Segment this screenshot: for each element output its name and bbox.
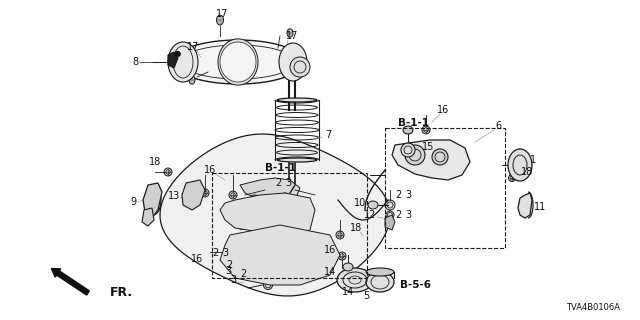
Ellipse shape — [509, 174, 515, 181]
Bar — [212, 173, 367, 278]
Text: 9: 9 — [130, 197, 136, 207]
Ellipse shape — [248, 252, 258, 262]
Polygon shape — [392, 140, 470, 180]
Ellipse shape — [250, 235, 260, 245]
Text: 3: 3 — [222, 248, 228, 258]
Text: 1: 1 — [530, 155, 536, 165]
Ellipse shape — [305, 245, 315, 255]
Ellipse shape — [290, 215, 300, 225]
Ellipse shape — [260, 255, 270, 265]
Ellipse shape — [287, 29, 293, 37]
Ellipse shape — [368, 201, 378, 209]
Ellipse shape — [263, 270, 273, 280]
Ellipse shape — [280, 193, 290, 203]
Text: 18: 18 — [521, 167, 533, 177]
Ellipse shape — [386, 211, 394, 219]
Text: 3: 3 — [225, 266, 231, 276]
Polygon shape — [160, 134, 390, 296]
Text: 2: 2 — [395, 210, 401, 220]
Text: B-1-1: B-1-1 — [264, 163, 296, 173]
Ellipse shape — [277, 158, 317, 162]
Polygon shape — [218, 39, 258, 85]
Text: FR.: FR. — [110, 285, 133, 299]
Text: 16: 16 — [204, 165, 216, 175]
FancyArrow shape — [51, 268, 90, 295]
Text: 3: 3 — [230, 275, 236, 285]
Ellipse shape — [290, 57, 310, 77]
Text: 2: 2 — [275, 178, 281, 188]
Text: 14: 14 — [342, 287, 354, 297]
Ellipse shape — [168, 42, 198, 82]
Ellipse shape — [508, 149, 532, 181]
Text: 17: 17 — [216, 9, 228, 19]
Text: 7: 7 — [325, 130, 331, 140]
Ellipse shape — [337, 268, 373, 292]
Ellipse shape — [249, 264, 257, 272]
Text: 13: 13 — [168, 191, 180, 201]
Ellipse shape — [401, 143, 415, 157]
Text: 16: 16 — [437, 105, 449, 115]
Text: 10: 10 — [354, 198, 366, 208]
Text: 11: 11 — [534, 202, 546, 212]
Text: 3: 3 — [405, 210, 411, 220]
Text: 8: 8 — [132, 57, 138, 67]
Ellipse shape — [422, 126, 430, 134]
Ellipse shape — [224, 248, 232, 256]
Polygon shape — [142, 208, 154, 226]
Ellipse shape — [432, 149, 448, 165]
Ellipse shape — [189, 76, 195, 84]
Text: 16: 16 — [324, 245, 336, 255]
Polygon shape — [385, 215, 395, 230]
Text: 14: 14 — [324, 267, 336, 277]
Ellipse shape — [366, 272, 394, 292]
Ellipse shape — [403, 126, 413, 134]
Text: B-5-6: B-5-6 — [399, 280, 431, 290]
Polygon shape — [143, 183, 162, 218]
Text: 18: 18 — [350, 223, 362, 233]
Polygon shape — [518, 193, 532, 218]
Ellipse shape — [343, 263, 353, 271]
Ellipse shape — [279, 43, 307, 81]
Text: 2: 2 — [395, 190, 401, 200]
Text: ●: ● — [173, 49, 180, 58]
Ellipse shape — [285, 240, 295, 250]
Polygon shape — [173, 40, 303, 84]
Text: 2: 2 — [212, 248, 218, 258]
Ellipse shape — [216, 15, 223, 25]
Polygon shape — [168, 52, 178, 68]
Text: 2: 2 — [226, 260, 232, 270]
Ellipse shape — [265, 210, 275, 220]
Text: 5: 5 — [363, 291, 369, 301]
Ellipse shape — [277, 98, 317, 102]
Text: 17: 17 — [286, 31, 298, 41]
Text: 12: 12 — [364, 210, 376, 220]
Text: 6: 6 — [495, 121, 501, 131]
Ellipse shape — [385, 200, 395, 210]
Polygon shape — [220, 42, 256, 82]
Text: 2: 2 — [240, 269, 246, 279]
Text: TVA4B0106A: TVA4B0106A — [566, 303, 620, 312]
Bar — [385, 128, 505, 248]
Text: 3: 3 — [285, 178, 291, 188]
Polygon shape — [240, 178, 300, 202]
Text: 18: 18 — [149, 157, 161, 167]
Ellipse shape — [229, 191, 237, 199]
Ellipse shape — [264, 281, 273, 290]
Ellipse shape — [250, 195, 260, 205]
Ellipse shape — [336, 231, 344, 239]
Ellipse shape — [201, 189, 209, 197]
Text: B-1-1: B-1-1 — [397, 118, 429, 128]
Text: 17: 17 — [187, 42, 199, 52]
Ellipse shape — [338, 252, 346, 260]
Text: 16: 16 — [191, 254, 203, 264]
Ellipse shape — [297, 48, 303, 56]
Polygon shape — [220, 193, 315, 235]
Polygon shape — [182, 180, 205, 210]
Polygon shape — [220, 225, 340, 285]
Text: 3: 3 — [405, 190, 411, 200]
Ellipse shape — [366, 268, 394, 276]
Ellipse shape — [164, 168, 172, 176]
Text: 15: 15 — [422, 142, 434, 152]
Ellipse shape — [405, 145, 425, 165]
